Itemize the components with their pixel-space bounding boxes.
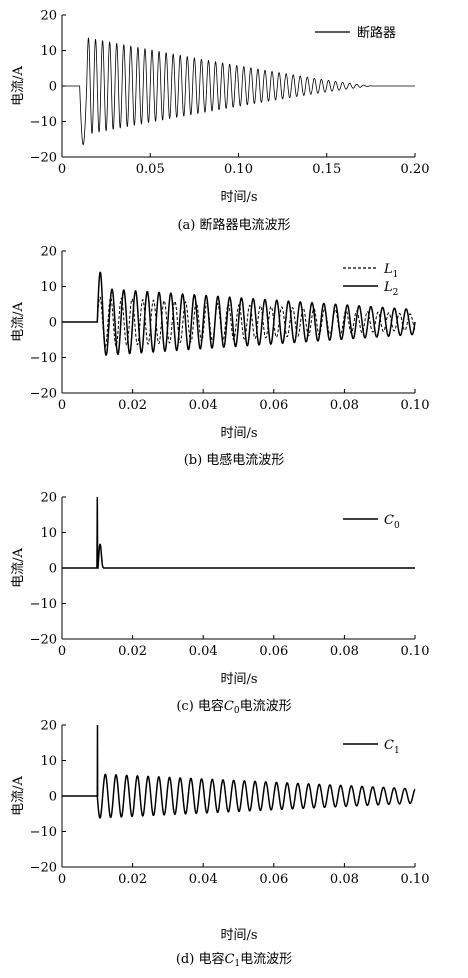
x-tick-label: 0.04 — [189, 398, 218, 413]
x-tick-label: 0.04 — [189, 644, 218, 659]
legend-c: C0 — [343, 513, 400, 531]
x-tick-label: 0.02 — [118, 872, 147, 887]
x-tick-label: 0.06 — [259, 398, 288, 413]
plot-area-b: 0 0.02 0.04 0.06 0.08 0.10 −20 −10 0 10 20 — [30, 245, 430, 414]
series-C0-line — [62, 496, 415, 569]
x-tick-label: 0.06 — [259, 872, 288, 887]
plot-area-d: 0 0.02 0.04 0.06 0.08 0.10 −20 −10 0 10 20 — [30, 719, 430, 888]
x-tick-label: 0.10 — [224, 162, 253, 177]
legend-label-C0: C0 — [384, 513, 400, 531]
legend-a: 断路器 — [315, 25, 396, 41]
y-tick-label: −10 — [30, 115, 57, 130]
x-tick-label: 0.06 — [259, 644, 288, 659]
x-tick-label: 0 — [58, 162, 66, 177]
chart-panel-d: 0 0.02 0.04 0.06 0.08 0.10 −20 −10 0 10 20 C1 电流/… — [11, 719, 430, 970]
y-tick-label: 10 — [40, 526, 57, 541]
series-L2-line — [62, 271, 416, 356]
y-tick-label: 20 — [40, 491, 57, 506]
y-tick-label: 10 — [40, 280, 57, 295]
x-axis-label-d: 时间/s — [220, 928, 257, 943]
x-axis-label-a: 时间/s — [220, 190, 257, 205]
x-tick-label: 0.10 — [401, 872, 430, 887]
x-ticks-b: 0 0.02 0.04 0.06 0.08 0.10 — [58, 389, 430, 413]
x-tick-label: 0.02 — [118, 644, 147, 659]
x-axis-label-c: 时间/s — [220, 672, 257, 687]
y-axis-label-b: 电流/A — [11, 302, 26, 342]
legend-label-L1: L1 — [383, 262, 398, 280]
y-tick-label: 20 — [40, 245, 57, 260]
legend-label-L2: L2 — [383, 280, 398, 298]
x-tick-label: 0.02 — [118, 398, 147, 413]
caption-b: (b) 电感电流波形 — [184, 452, 285, 468]
y-axis-label-c: 电流/A — [11, 548, 26, 588]
x-tick-label: 0.20 — [401, 162, 430, 177]
plot-area-a: 0 0.05 0.10 0.15 0.20 −20 −10 0 10 20 — [30, 9, 430, 178]
series-breaker-line — [62, 37, 415, 145]
x-tick-label: 0 — [58, 398, 66, 413]
x-tick-label: 0 — [58, 644, 66, 659]
y-tick-label: −10 — [30, 351, 57, 366]
chart-panel-a: 0 0.05 0.10 0.15 0.20 −20 −10 0 10 20 断路器 电流/A 时… — [11, 9, 430, 234]
y-ticks-b: −20 −10 0 10 20 — [30, 245, 66, 402]
x-ticks-c: 0 0.02 0.04 0.06 0.08 0.10 — [58, 635, 430, 659]
y-ticks-a: −20 −10 0 10 20 — [30, 9, 66, 166]
x-tick-label: 0.10 — [401, 398, 430, 413]
y-tick-label: −20 — [30, 633, 57, 648]
legend-d: C1 — [343, 738, 400, 756]
plot-area-c: 0 0.02 0.04 0.06 0.08 0.10 −20 −10 0 10 20 — [30, 491, 430, 660]
x-tick-label: 0.04 — [189, 872, 218, 887]
x-tick-label: 0.08 — [330, 398, 359, 413]
legend-label-C1: C1 — [384, 738, 400, 756]
caption-a: (a) 断路器电流波形 — [177, 217, 290, 233]
y-axis-label-a: 电流/A — [11, 66, 26, 106]
y-tick-label: 0 — [49, 80, 57, 95]
y-tick-label: 0 — [49, 316, 57, 331]
x-ticks-d: 0 0.02 0.04 0.06 0.08 0.10 — [58, 863, 430, 887]
y-tick-label: 0 — [49, 562, 57, 577]
y-tick-label: 0 — [49, 790, 57, 805]
y-ticks-d: −20 −10 0 10 20 — [30, 719, 66, 876]
series-C1-line — [62, 724, 416, 819]
caption-d: (d) 电容C1电流波形 — [176, 951, 292, 969]
y-tick-label: −20 — [30, 387, 57, 402]
y-tick-label: 20 — [40, 719, 57, 734]
x-tick-label: 0.15 — [312, 162, 341, 177]
caption-c: (c) 电容C0电流波形 — [176, 698, 291, 716]
y-tick-label: 10 — [40, 44, 57, 59]
legend-label-breaker: 断路器 — [357, 25, 396, 41]
y-tick-label: −10 — [30, 825, 57, 840]
x-axis-label-b: 时间/s — [220, 426, 257, 441]
legend-b: L1 L2 — [343, 262, 398, 298]
y-axis-label-d: 电流/A — [11, 776, 26, 816]
x-tick-label: 0 — [58, 872, 66, 887]
x-ticks-a: 0 0.05 0.10 0.15 0.20 — [58, 153, 430, 177]
x-tick-label: 0.10 — [401, 644, 430, 659]
y-ticks-c: −20 −10 0 10 20 — [30, 491, 66, 648]
y-tick-label: −20 — [30, 861, 57, 876]
y-tick-label: −10 — [30, 597, 57, 612]
x-tick-label: 0.08 — [330, 872, 359, 887]
chart-panel-c: 0 0.02 0.04 0.06 0.08 0.10 −20 −10 0 10 20 C0 电流/… — [11, 491, 430, 717]
y-tick-label: 20 — [40, 9, 57, 24]
y-tick-label: −20 — [30, 151, 57, 166]
y-tick-label: 10 — [40, 754, 57, 769]
x-tick-label: 0.05 — [136, 162, 165, 177]
x-tick-label: 0.08 — [330, 644, 359, 659]
